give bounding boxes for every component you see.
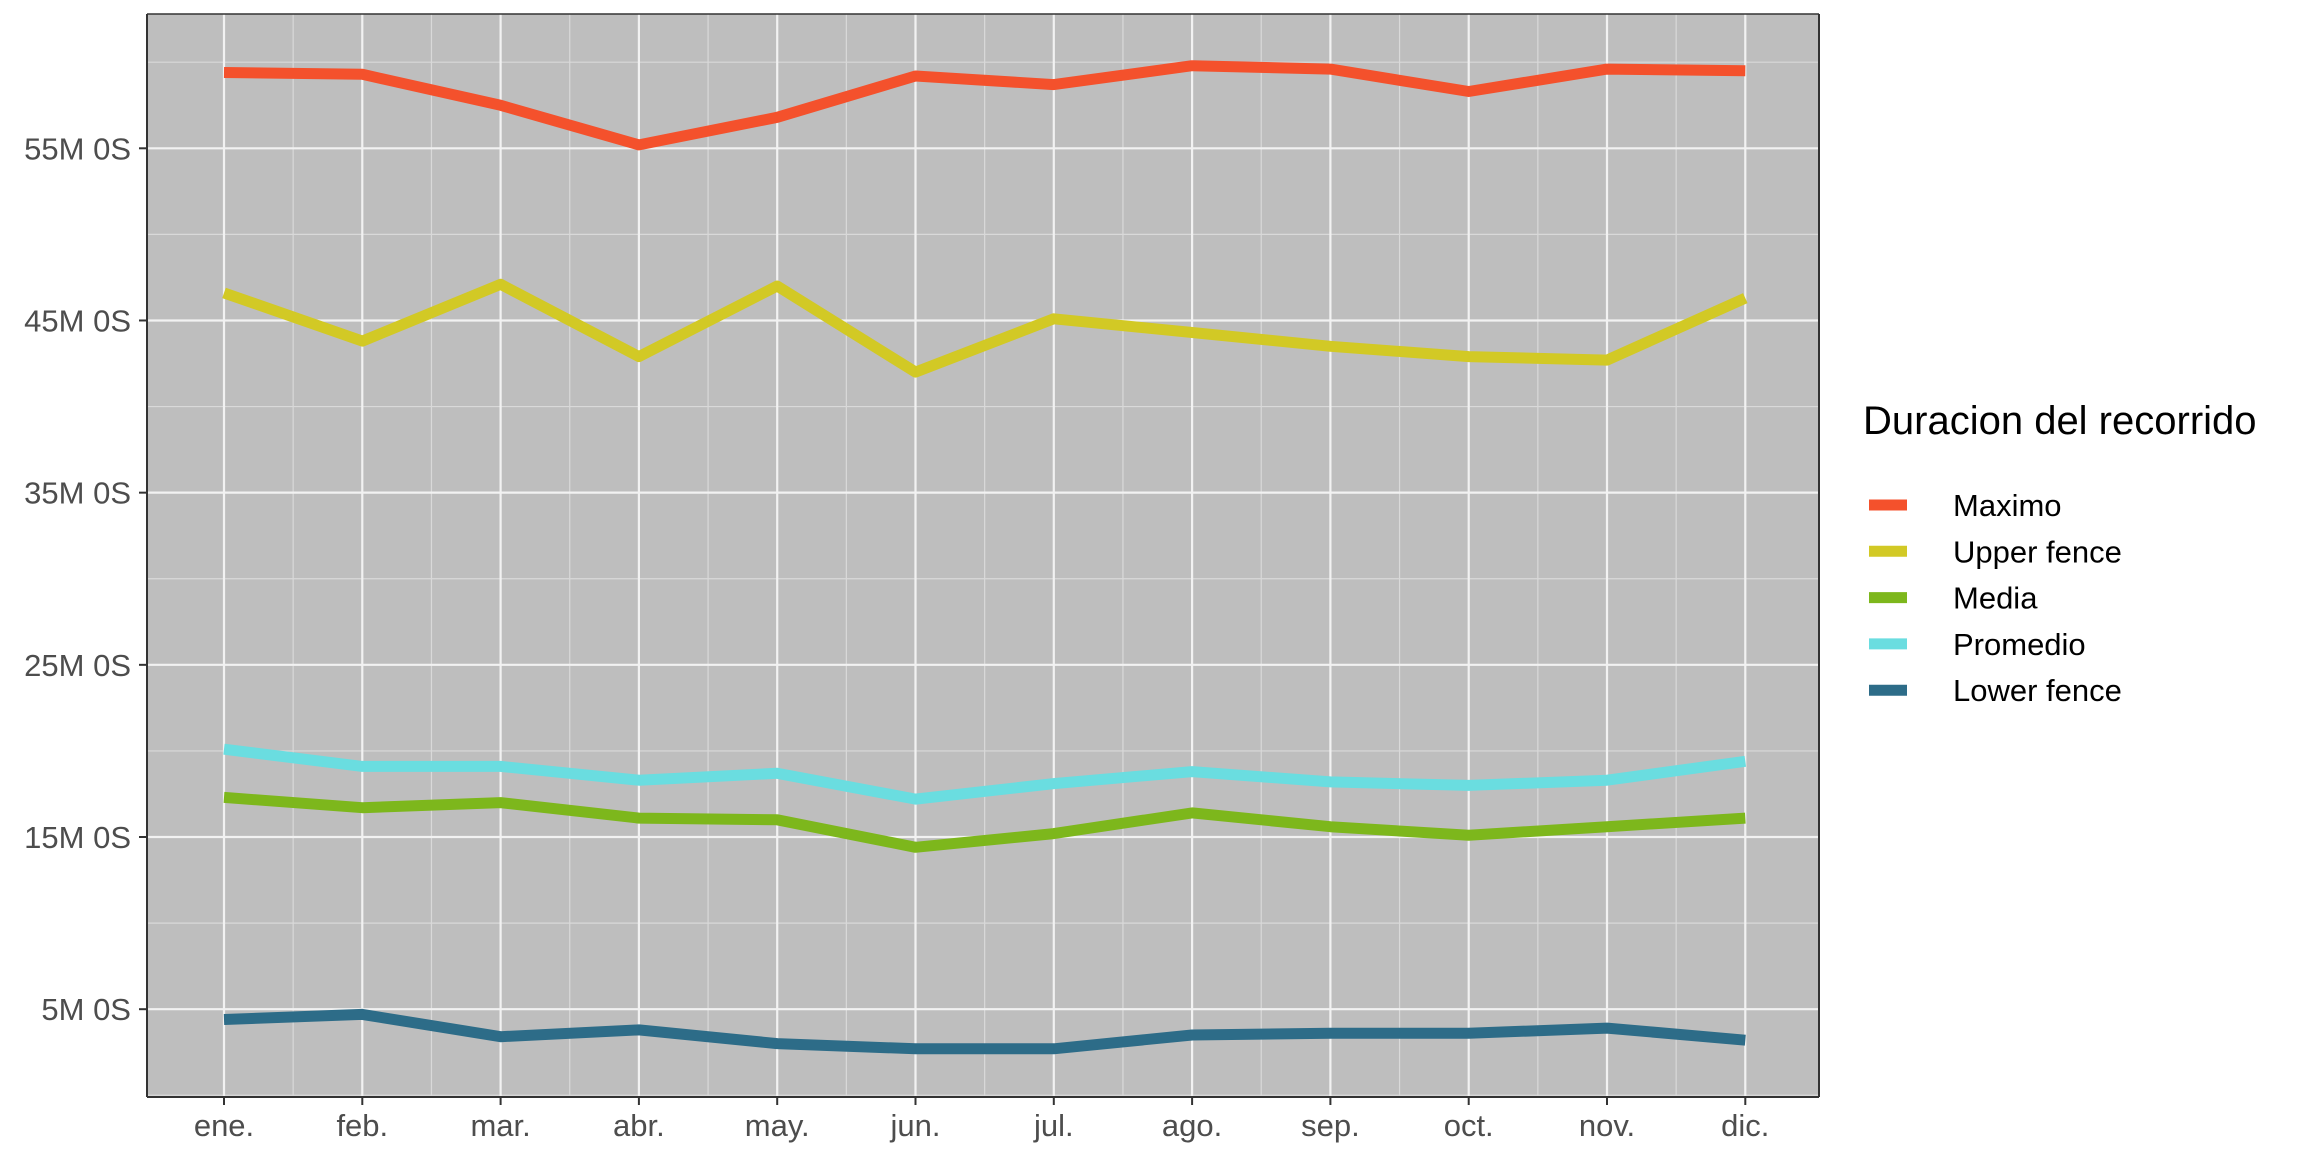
y-tick-label: 45M 0S <box>24 303 131 338</box>
minor-gridlines <box>147 14 1819 1097</box>
x-tick-label: abr. <box>613 1108 665 1143</box>
x-tick-label: may. <box>745 1108 810 1143</box>
x-tick-label: jul. <box>1033 1108 1074 1143</box>
x-tick-label: jun. <box>890 1108 941 1143</box>
y-axis-ticks: 5M 0S 15M 0S 25M 0S 35M 0S 45M 0S 55M 0S <box>24 131 147 1027</box>
legend-items: Maximo Upper fence Media Promedio Lower fenc… <box>1869 488 2122 708</box>
series-line-maximo <box>223 60 1746 151</box>
axes <box>146 13 1820 1098</box>
plot-panel <box>147 14 1819 1097</box>
series-line-promedio <box>223 743 1747 805</box>
x-tick-label: ene. <box>194 1108 254 1143</box>
x-tick-label: dic. <box>1721 1108 1769 1143</box>
legend-label-upper-fence: Upper fence <box>1953 534 2122 569</box>
series-line-media <box>223 791 1746 853</box>
y-tick-label: 15M 0S <box>24 820 131 855</box>
series-line-lower-fence <box>223 1008 1746 1055</box>
legend-label-promedio: Promedio <box>1953 627 2086 662</box>
major-gridlines <box>147 14 1819 1097</box>
y-tick-label: 5M 0S <box>41 992 131 1027</box>
legend-label-media: Media <box>1953 581 2038 616</box>
x-tick-label: nov. <box>1579 1108 1635 1143</box>
x-tick-label: feb. <box>336 1108 388 1143</box>
legend-label-lower-fence: Lower fence <box>1953 673 2122 708</box>
series-line-upper-fence <box>222 278 1748 378</box>
series-lines <box>222 60 1748 1055</box>
legend-title: Duracion del recorrido <box>1863 399 2257 443</box>
legend-label-maximo: Maximo <box>1953 488 2062 523</box>
y-tick-label: 25M 0S <box>24 648 131 683</box>
y-tick-label: 55M 0S <box>24 131 131 166</box>
x-tick-label: sep. <box>1301 1108 1360 1143</box>
x-axis-ticks: ene. feb. mar. abr. may. jun. jul. ago. sep. oct.… <box>194 1097 1769 1143</box>
x-tick-label: oct. <box>1444 1108 1494 1143</box>
x-tick-label: mar. <box>470 1108 530 1143</box>
x-tick-label: ago. <box>1162 1108 1222 1143</box>
legend: Duracion del recorrido Maximo Upper fence… <box>1863 399 2257 708</box>
y-tick-label: 35M 0S <box>24 476 131 511</box>
